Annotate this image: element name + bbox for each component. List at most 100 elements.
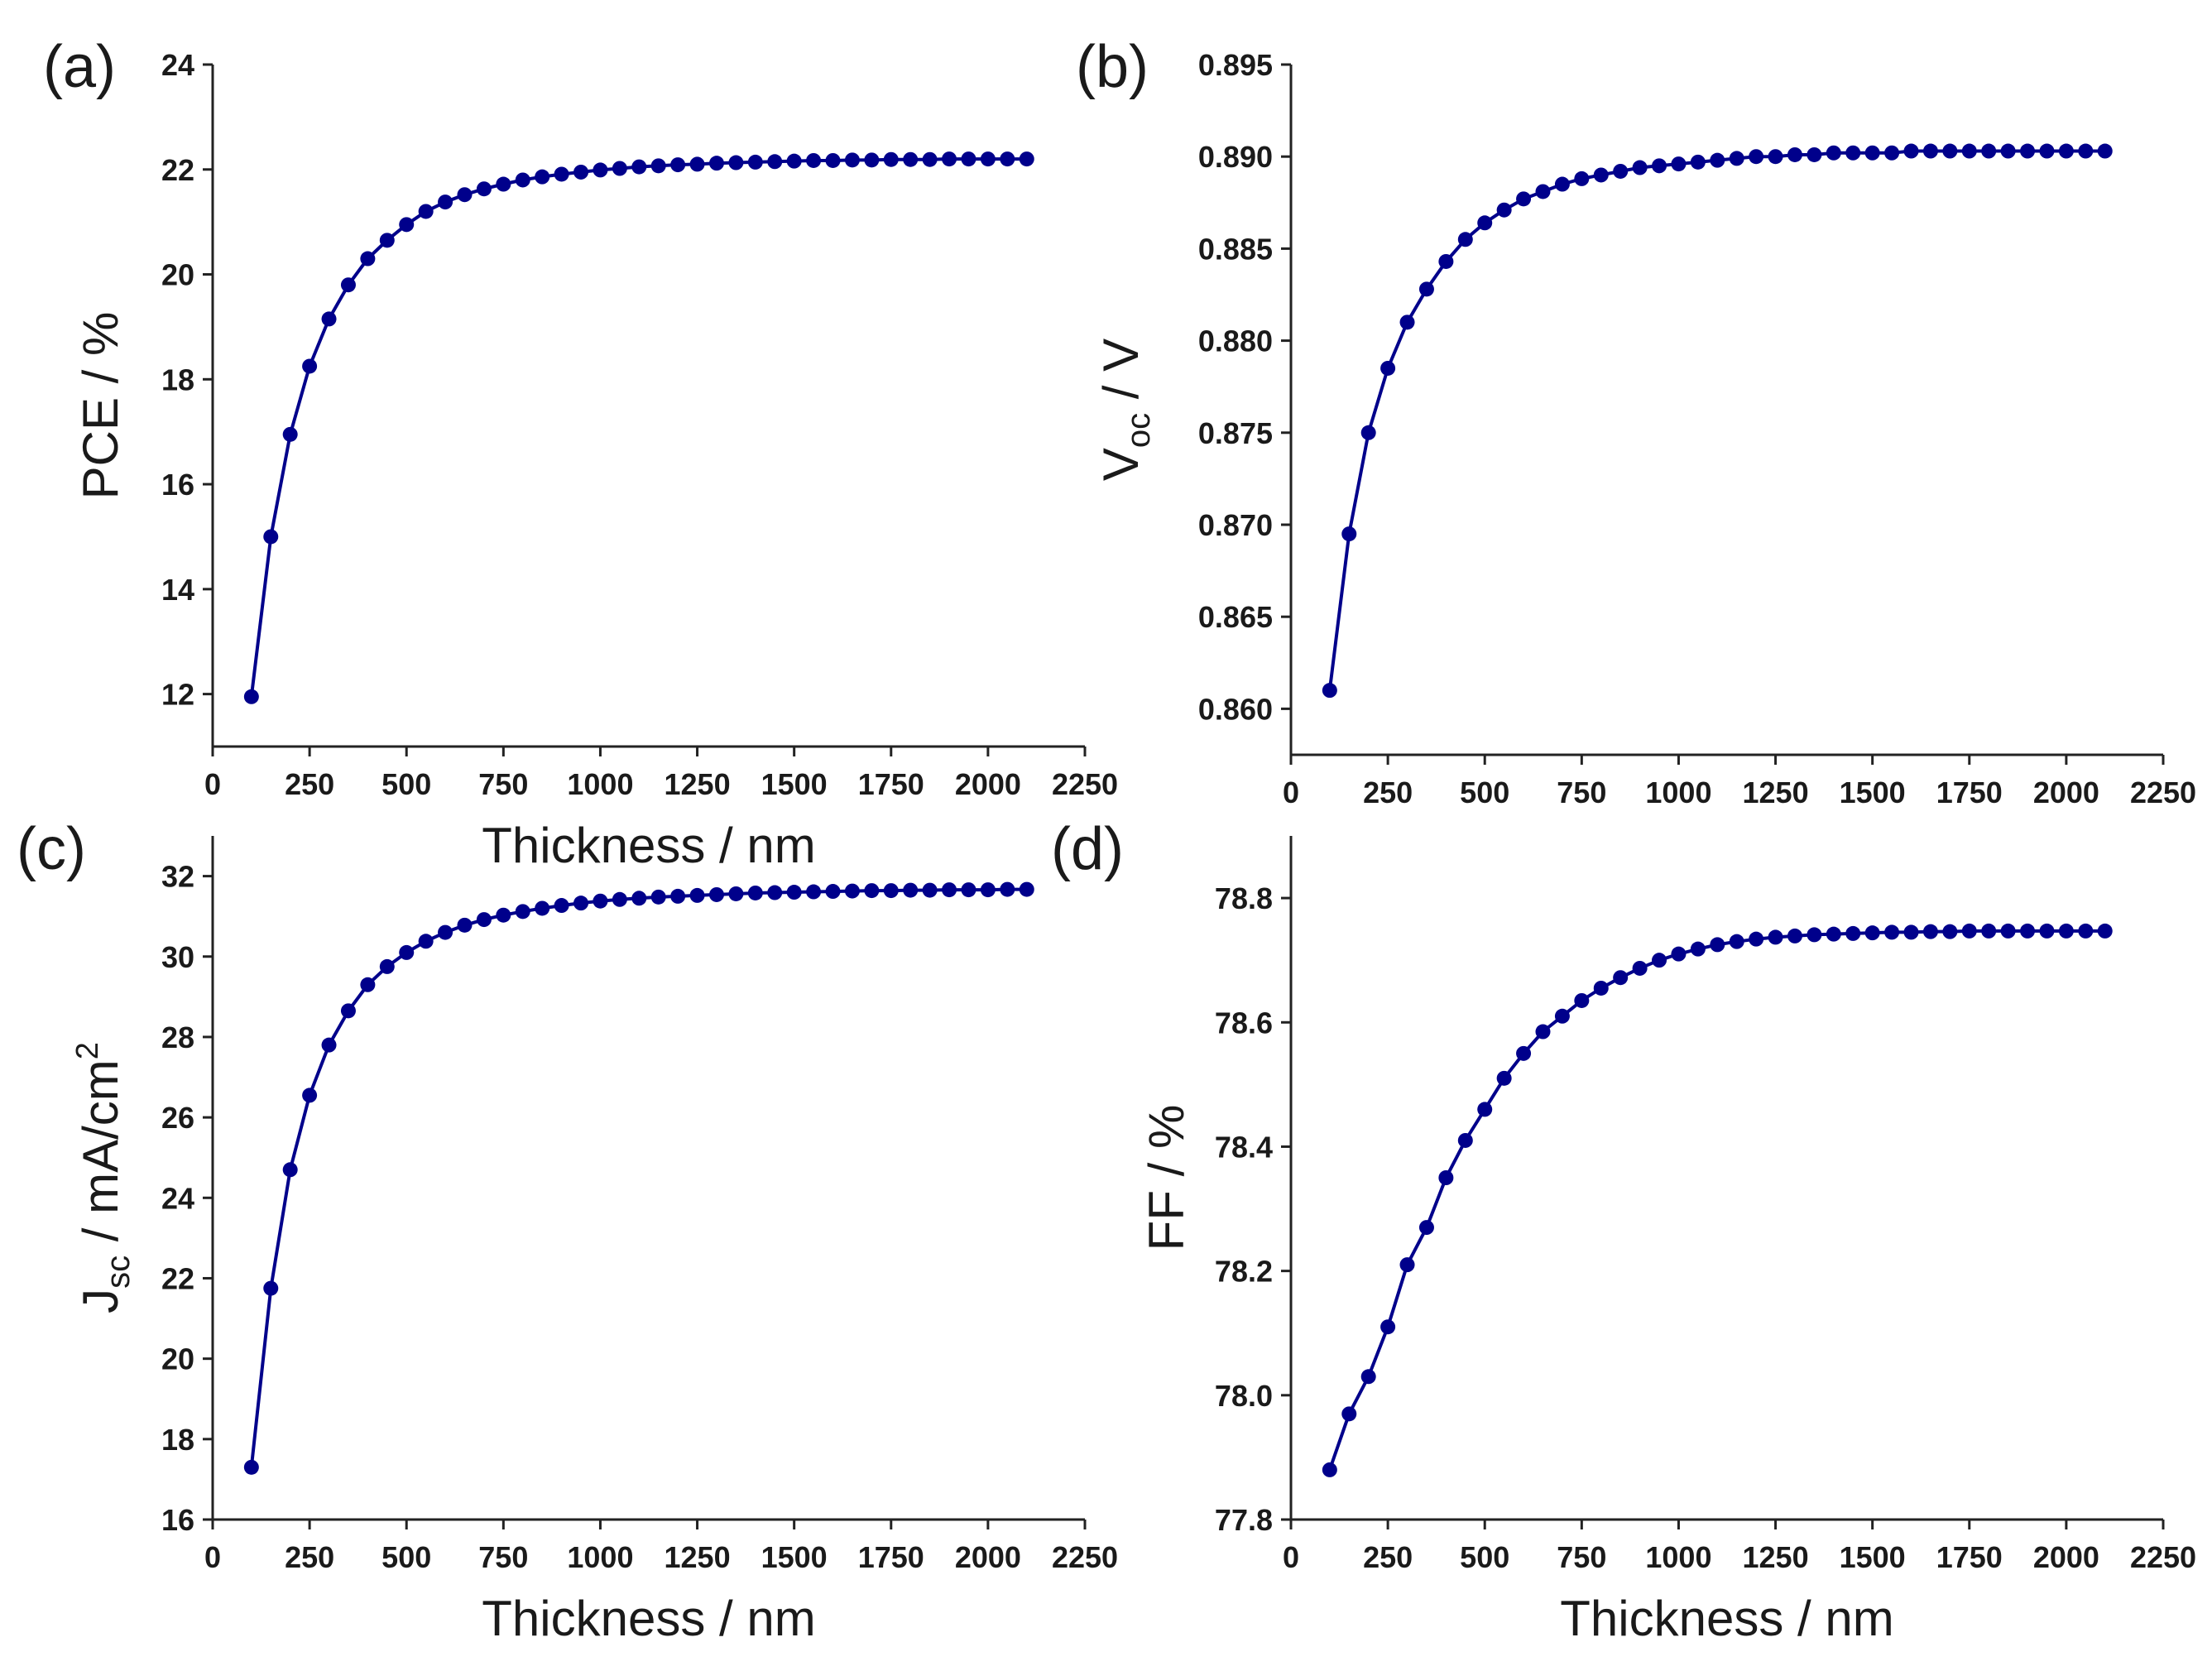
data-point [2039, 143, 2055, 159]
data-point [1438, 1170, 1454, 1185]
data-point [1690, 941, 1706, 957]
data-point [515, 904, 530, 920]
data-point [476, 181, 492, 197]
data-point [438, 194, 453, 210]
x-tick-label: 500 [381, 1540, 431, 1574]
data-point [1864, 925, 1880, 941]
data-point [825, 884, 841, 900]
panel-d: 0 250 500 750 1000 1250 1500 1750 2000 2250 77.8 78… [1051, 816, 2196, 1646]
data-point [1360, 425, 1376, 440]
series-line [1327, 929, 2105, 1471]
data-point [1671, 156, 1687, 172]
data-point [1632, 960, 1648, 976]
panel-label: (a) [43, 34, 116, 100]
series-line [249, 887, 1027, 1468]
data-point [1399, 1257, 1415, 1273]
y-axis-label-subscript: oc [1120, 413, 1157, 448]
data-point [1710, 937, 1725, 953]
data-point [263, 529, 279, 545]
data-point [1593, 167, 1609, 183]
data-point [670, 157, 686, 173]
data-point [379, 233, 395, 248]
data-point [747, 885, 763, 900]
data-point [321, 1037, 337, 1053]
data-point [1399, 315, 1415, 330]
y-tick-label: 16 [161, 1503, 194, 1537]
y-tick-label: 77.8 [1215, 1503, 1273, 1537]
y-tick-label: 12 [161, 678, 194, 712]
data-point [1554, 1008, 1570, 1024]
x-tick-label: 500 [1460, 775, 1509, 809]
data-point [2039, 923, 2055, 939]
data-point [612, 161, 627, 176]
x-axis-label: Thickness / nm [482, 818, 815, 873]
y-axis-label: Jsc / mA/cm2 [70, 1042, 137, 1313]
data-point [806, 152, 822, 168]
y-tick-label: 26 [161, 1101, 194, 1135]
y-axis-label-main: J [73, 1289, 128, 1313]
data-point [747, 154, 763, 170]
data-point [864, 883, 880, 899]
y-axis-label: Voc / V [1093, 339, 1157, 481]
x-tick-label: 2000 [2033, 1540, 2099, 1574]
data-point [379, 958, 395, 974]
data-point [360, 977, 376, 992]
data-point [1768, 149, 1783, 165]
data-point [1729, 151, 1744, 166]
x-tick-label: 1500 [761, 1540, 828, 1574]
data-point [282, 426, 298, 442]
y-tick-label: 20 [161, 1342, 194, 1376]
data-point [1884, 145, 1900, 161]
x-tick-label: 1000 [567, 767, 633, 801]
data-point [554, 166, 569, 182]
data-point [1341, 1406, 1357, 1422]
data-point [708, 886, 724, 902]
data-point [1496, 1070, 1512, 1086]
data-point [786, 153, 802, 169]
data-point [1671, 946, 1687, 962]
y-tick-label: 0.890 [1198, 140, 1273, 174]
data-point [961, 882, 976, 898]
data-point [1438, 253, 1454, 269]
y-tick-label: 0.870 [1198, 508, 1273, 542]
x-tick-label: 750 [478, 767, 528, 801]
data-point [263, 1280, 279, 1296]
data-point [1729, 934, 1744, 949]
data-point [1845, 925, 1861, 941]
data-point [1922, 143, 1938, 159]
x-tick-label: 1750 [1936, 1540, 2003, 1574]
y-tick-label: 0.885 [1198, 232, 1273, 266]
y-tick-label: 14 [161, 573, 194, 607]
y-tick-label: 78.8 [1215, 881, 1273, 915]
y-tick-label: 30 [161, 940, 194, 974]
data-point [728, 155, 744, 170]
data-point [1981, 923, 1997, 939]
x-tick-label: 500 [1460, 1540, 1509, 1574]
x-tick-label: 750 [478, 1540, 528, 1574]
x-tick-label: 250 [285, 1540, 334, 1574]
data-point [1019, 151, 1034, 167]
y-tick-label: 24 [161, 1181, 194, 1215]
data-point [980, 151, 996, 167]
data-point [1322, 1462, 1337, 1477]
x-axis-label: Thickness / nm [1560, 1591, 1893, 1646]
data-point [496, 907, 511, 923]
series-line [1327, 149, 2105, 691]
data-point [631, 159, 647, 175]
y-axis-label-unit: / V [1093, 339, 1149, 413]
data-point [1477, 1102, 1493, 1117]
data-point [1516, 191, 1532, 207]
data-point [1000, 881, 1015, 897]
x-tick-label: 2250 [2130, 775, 2196, 809]
data-point [1000, 151, 1015, 167]
data-point [1516, 1045, 1532, 1061]
data-point [399, 217, 415, 233]
data-point [903, 151, 919, 167]
data-point [980, 882, 996, 898]
data-point [961, 151, 976, 167]
panel-c: 0 250 500 750 1000 1250 1500 1750 2000 2250 16 18 20… [17, 816, 1118, 1646]
data-point [2020, 923, 2036, 939]
x-tick-label: 2250 [2130, 1540, 2196, 1574]
data-point [1418, 1220, 1434, 1236]
